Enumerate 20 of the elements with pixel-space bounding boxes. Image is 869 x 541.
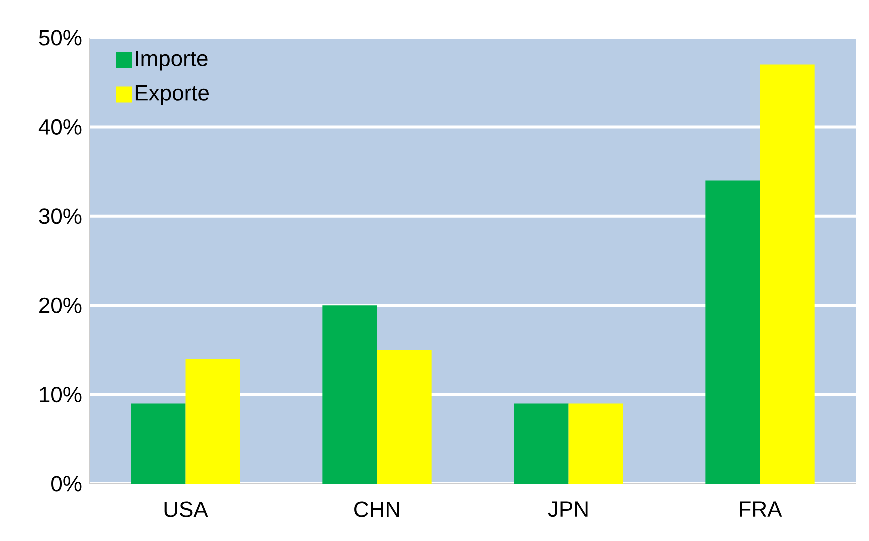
y-tick-label: 30%: [39, 208, 82, 224]
bar: [131, 404, 186, 484]
legend-label: Exporte: [136, 86, 210, 106]
x-tick-label: FRA: [740, 502, 782, 517]
y-tick-label: 0%: [52, 476, 82, 492]
bar: [322, 306, 378, 484]
bar: [760, 64, 815, 484]
bar: [568, 404, 624, 484]
bar: [514, 404, 569, 484]
bar: [186, 359, 240, 484]
x-tick-label: JPN: [548, 502, 588, 518]
y-tick-label: 10%: [40, 387, 82, 403]
bar: [377, 350, 432, 484]
bar: [706, 180, 760, 484]
y-tick-label: 50%: [39, 30, 82, 46]
x-tick-label: USA: [164, 502, 208, 518]
x-tick-label: CHN: [354, 502, 400, 518]
y-tick-label: 40%: [38, 119, 82, 135]
legend-label: Importe: [136, 51, 208, 71]
y-tick-label: 20%: [40, 298, 82, 314]
